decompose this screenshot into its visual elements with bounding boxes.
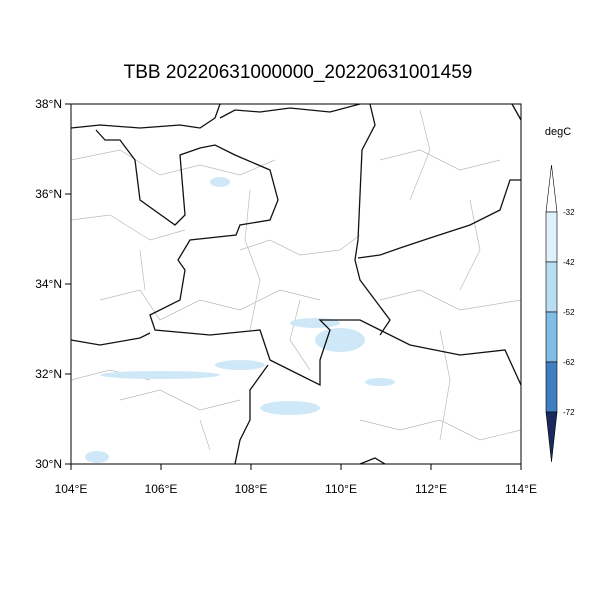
colorbar-label: -72: [563, 408, 575, 417]
x-tick-label: 112°E: [415, 482, 447, 496]
county-borders: [70, 109, 522, 451]
x-tick-label: 114°E: [505, 482, 537, 496]
colorbar-unit: degC: [545, 126, 571, 138]
y-tick-label: 36°N: [35, 187, 62, 201]
map-title: TBB 20220631000000_20220631001459: [124, 62, 473, 83]
y-tick-label: 30°N: [35, 457, 62, 471]
colorbar-segment: [545, 311, 558, 363]
colorbar-label: -52: [563, 308, 575, 317]
y-tick-label: 34°N: [35, 277, 62, 291]
x-tick-label: 104°E: [55, 482, 88, 496]
clouds: [85, 177, 395, 463]
x-tick-label: 110°E: [325, 482, 357, 496]
province-borders: [70, 103, 522, 465]
colorbar-label: -42: [563, 258, 575, 267]
colorbar-label: -62: [563, 358, 575, 367]
x-tick-label: 108°E: [235, 482, 268, 496]
colorbar-segment: [545, 211, 558, 263]
x-tick-label: 106°E: [145, 482, 178, 496]
y-tick-label: 32°N: [35, 367, 62, 381]
colorbar-bottom: [545, 411, 558, 463]
map-area: [70, 103, 522, 465]
colorbar-segment: [545, 261, 558, 313]
colorbar-label: -32: [563, 208, 575, 217]
colorbar-top: [545, 164, 558, 213]
y-tick-label: 38°N: [35, 97, 62, 111]
colorbar-segment: [545, 361, 558, 413]
